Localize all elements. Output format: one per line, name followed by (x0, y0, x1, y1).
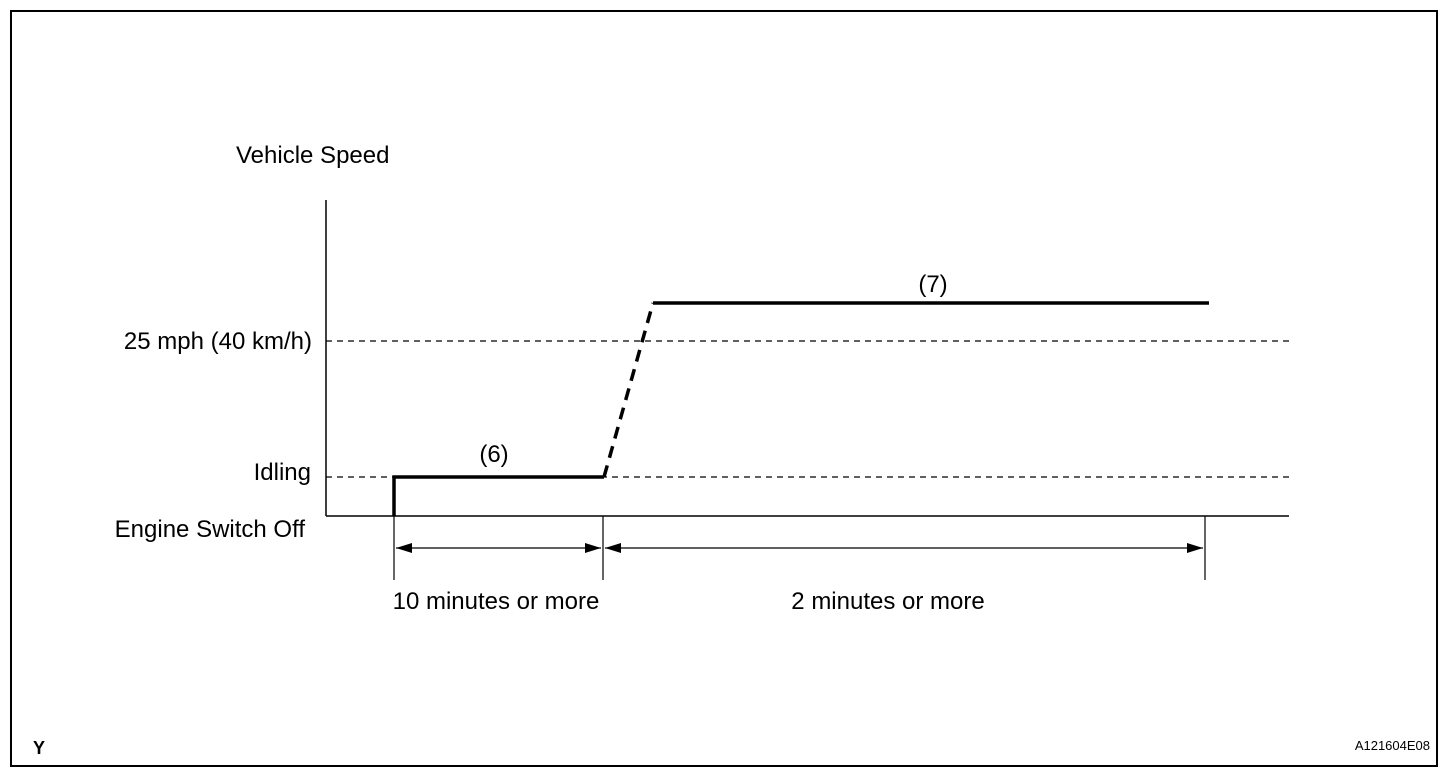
idling-period-arrow-right (585, 543, 601, 553)
driving-period-arrow-right (1187, 543, 1203, 553)
idling-profile-segment (392, 475, 604, 516)
idling-period-arrow-left (396, 543, 412, 553)
idling-label: Idling (254, 459, 311, 486)
engine-switch-off-label: Engine Switch Off (115, 516, 306, 543)
driving-period-arrow-left (605, 543, 621, 553)
step-7-label: (7) (918, 271, 947, 298)
figure-code-label: A121604E08 (1355, 738, 1430, 753)
y-axis-title: Vehicle Speed (236, 142, 389, 169)
diagram-frame (10, 10, 1438, 767)
idling-duration-label: 10 minutes or more (393, 588, 600, 615)
step-6-label: (6) (479, 441, 508, 468)
acceleration-profile-segment (602, 302, 655, 478)
corner-letter-label: Y (33, 738, 45, 758)
driving-duration-label: 2 minutes or more (791, 588, 984, 615)
speed-25mph-label: 25 mph (40 km/h) (124, 328, 312, 355)
